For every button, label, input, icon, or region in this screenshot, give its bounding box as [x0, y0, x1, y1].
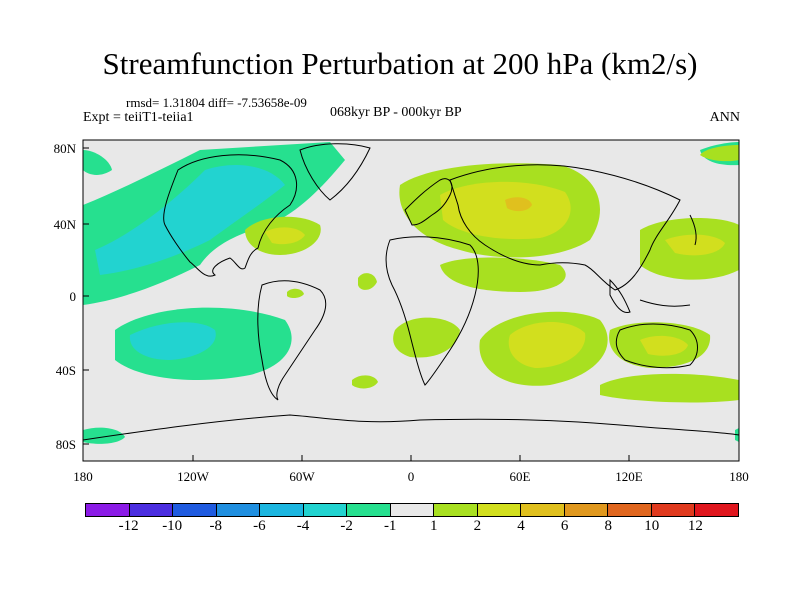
colorbar-segment — [129, 504, 174, 516]
lon-label-60w: 60W — [289, 469, 315, 484]
colorbar — [85, 503, 739, 517]
colorbar-label: 6 — [560, 518, 569, 534]
colorbar-label: 8 — [604, 518, 612, 534]
colorbar-segment — [86, 504, 130, 516]
coastlines — [82, 143, 740, 441]
colorbar-label: 10 — [644, 518, 660, 534]
colorbar-segment — [216, 504, 261, 516]
colorbar-segment — [564, 504, 609, 516]
colorbar-segment — [608, 504, 652, 516]
lat-label-80n: 80N — [53, 141, 76, 156]
coast-asia — [449, 164, 681, 291]
season-label: ANN — [709, 110, 740, 125]
colorbar-label: 2 — [473, 518, 482, 534]
coast-north-america — [163, 154, 298, 277]
coast-africa — [385, 236, 479, 386]
coast-japan — [689, 214, 697, 246]
colorbar-segment — [477, 504, 522, 516]
stats-text: rmsd= 1.31804 diff= -7.53658e-09 — [126, 95, 307, 110]
pos-region-eurasia-core — [440, 181, 571, 240]
lon-label-120e: 120E — [615, 469, 643, 484]
colorbar-segment — [651, 504, 696, 516]
pos-region-eurasia-peak — [505, 197, 532, 212]
period-label: 068kyr BP - 000kyr BP — [330, 105, 462, 120]
colorbar-label: -8 — [209, 518, 223, 534]
lon-label-120w: 120W — [177, 469, 209, 484]
pos-region-north-africa — [440, 257, 566, 292]
coast-australia — [615, 323, 698, 369]
field-contours — [83, 140, 739, 461]
colorbar-label: -2 — [340, 518, 353, 534]
lon-label-60e: 60E — [509, 469, 531, 484]
lat-label-80s: 80S — [55, 437, 76, 452]
pos-region-central-atlantic — [358, 273, 377, 290]
colorbar-label: -1 — [383, 518, 397, 534]
pos-region-east-pacific — [287, 288, 304, 299]
neg-region-north-america-core — [95, 165, 285, 275]
pos-region-south-atlantic-small — [352, 375, 378, 389]
colorbar-label: 1 — [430, 518, 438, 534]
colorbar-label: -12 — [118, 518, 139, 534]
colorbar-segment — [695, 504, 738, 516]
lat-label-40s: 40S — [55, 363, 76, 378]
colorbar-segment — [260, 504, 304, 516]
pos-region-north-atlantic-core — [265, 227, 305, 245]
neg-region-antarctic-west — [83, 427, 125, 444]
coast-antarctica — [82, 414, 740, 441]
coast-south-america — [257, 280, 327, 401]
lon-label-0: 0 — [407, 469, 415, 484]
pos-region-australia-south-core — [640, 335, 688, 356]
colorbar-label: -10 — [162, 518, 183, 534]
coast-europe — [404, 178, 453, 226]
colorbar-segment — [390, 504, 435, 516]
neg-region-pacific-northwest — [83, 150, 112, 175]
colorbar-segment — [173, 504, 217, 516]
pos-region-east-atlantic — [700, 145, 739, 162]
colorbar-label: 12 — [687, 518, 703, 534]
colorbar-label: 4 — [517, 518, 525, 534]
coast-greenland — [299, 143, 371, 201]
colorbar-segment — [521, 504, 565, 516]
pos-region-south-atlantic — [393, 317, 460, 358]
lon-label-180e: 180 — [729, 469, 749, 484]
experiment-label: Expt = teiiT1-teiia1 — [83, 110, 194, 125]
pos-region-southern-ocean — [600, 373, 739, 403]
pos-region-indian-ocean-core — [508, 321, 586, 368]
coast-indonesia — [639, 299, 691, 307]
map-title: Streamfunction Perturbation at 200 hPa (… — [102, 46, 698, 81]
lon-label-180w: 180 — [73, 469, 93, 484]
colorbar-label: -6 — [253, 518, 266, 534]
neg-region-south-pacific-core — [129, 322, 216, 360]
colorbar-segment — [347, 504, 391, 516]
lat-label-0: 0 — [69, 289, 77, 304]
colorbar-segment — [434, 504, 478, 516]
colorbar-segment — [303, 504, 348, 516]
colorbar-label: -4 — [296, 518, 310, 534]
axis-ticks — [83, 147, 630, 461]
lat-label-40n: 40N — [53, 217, 76, 232]
coast-indochina — [609, 278, 631, 314]
